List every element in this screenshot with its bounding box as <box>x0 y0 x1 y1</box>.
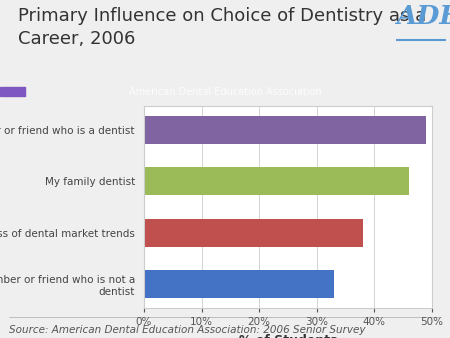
Bar <box>144 116 426 144</box>
Bar <box>144 219 363 247</box>
Text: Source: American Dental Education Association: 2006 Senior Survey: Source: American Dental Education Associ… <box>9 325 365 335</box>
Text: Primary Influence on Choice of Dentistry as a
Career, 2006: Primary Influence on Choice of Dentistry… <box>18 7 426 48</box>
Text: American Dental Education Association: American Dental Education Association <box>129 87 321 97</box>
Bar <box>144 270 334 298</box>
Bar <box>144 167 409 195</box>
Text: ADEA: ADEA <box>396 3 450 28</box>
X-axis label: % of Students: % of Students <box>239 334 337 338</box>
Bar <box>0 87 25 96</box>
